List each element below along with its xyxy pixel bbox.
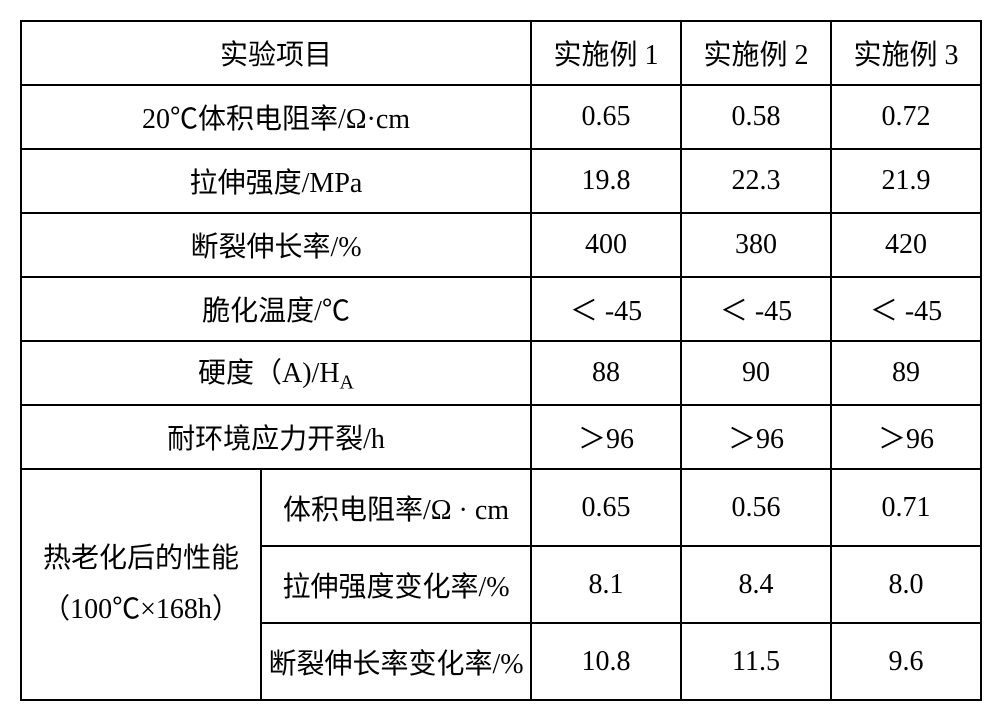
cell-value: 8.0 bbox=[831, 546, 981, 623]
aging-group-label: 热老化后的性能 （100℃×168h） bbox=[21, 469, 261, 700]
cell-value: 400 bbox=[531, 213, 681, 277]
cell-value: ＜ -45 bbox=[831, 277, 981, 341]
cell-value: 0.65 bbox=[531, 469, 681, 546]
table-row: 断裂伸长率/% 400 380 420 bbox=[21, 213, 981, 277]
cell-value: 11.5 bbox=[681, 623, 831, 700]
cell-value: ＞96 bbox=[831, 405, 981, 469]
cell-value: 0.58 bbox=[681, 85, 831, 149]
cell-value: ＞96 bbox=[681, 405, 831, 469]
aging-sub-label: 拉伸强度变化率/% bbox=[261, 546, 531, 623]
cell-value: ＜ -45 bbox=[531, 277, 681, 341]
aging-sub-label: 体积电阻率/Ω · cm bbox=[261, 469, 531, 546]
cell-value: 19.8 bbox=[531, 149, 681, 213]
cell-value: 8.1 bbox=[531, 546, 681, 623]
cell-value: 0.72 bbox=[831, 85, 981, 149]
header-col1: 实施例 1 bbox=[531, 21, 681, 85]
cell-value: 10.8 bbox=[531, 623, 681, 700]
row-label-hardness: 硬度（A)/HA bbox=[21, 341, 531, 405]
header-col2: 实施例 2 bbox=[681, 21, 831, 85]
table-row: 硬度（A)/HA 88 90 89 bbox=[21, 341, 981, 405]
label-subscript: A bbox=[340, 372, 354, 394]
cell-value: 8.4 bbox=[681, 546, 831, 623]
cell-value: 9.6 bbox=[831, 623, 981, 700]
cell-value: 90 bbox=[681, 341, 831, 405]
header-row: 实验项目 实施例 1 实施例 2 实施例 3 bbox=[21, 21, 981, 85]
table-row: 拉伸强度/MPa 19.8 22.3 21.9 bbox=[21, 149, 981, 213]
cell-value: 0.71 bbox=[831, 469, 981, 546]
aging-label-line2: （100℃×168h） bbox=[42, 594, 240, 625]
cell-value: ＞96 bbox=[531, 405, 681, 469]
cell-value: ＜ -45 bbox=[681, 277, 831, 341]
row-label: 脆化温度/℃ bbox=[21, 277, 531, 341]
table-row: 脆化温度/℃ ＜ -45 ＜ -45 ＜ -45 bbox=[21, 277, 981, 341]
cell-value: 0.56 bbox=[681, 469, 831, 546]
aging-sub-label: 断裂伸长率变化率/% bbox=[261, 623, 531, 700]
row-label: 拉伸强度/MPa bbox=[21, 149, 531, 213]
row-label: 耐环境应力开裂/h bbox=[21, 405, 531, 469]
properties-table: 实验项目 实施例 1 实施例 2 实施例 3 20℃体积电阻率/Ω·cm 0.6… bbox=[20, 20, 982, 701]
aging-label-line1: 热老化后的性能 bbox=[43, 543, 239, 574]
header-col3: 实施例 3 bbox=[831, 21, 981, 85]
table-row: 耐环境应力开裂/h ＞96 ＞96 ＞96 bbox=[21, 405, 981, 469]
cell-value: 380 bbox=[681, 213, 831, 277]
row-label: 断裂伸长率/% bbox=[21, 213, 531, 277]
cell-value: 22.3 bbox=[681, 149, 831, 213]
cell-value: 21.9 bbox=[831, 149, 981, 213]
cell-value: 89 bbox=[831, 341, 981, 405]
cell-value: 88 bbox=[531, 341, 681, 405]
label-prefix: 硬度（A)/H bbox=[198, 358, 340, 389]
table-row: 20℃体积电阻率/Ω·cm 0.65 0.58 0.72 bbox=[21, 85, 981, 149]
header-param: 实验项目 bbox=[21, 21, 531, 85]
row-label: 20℃体积电阻率/Ω·cm bbox=[21, 85, 531, 149]
table-row: 热老化后的性能（100℃×168h） 体积电阻率/Ω · cm 0.65 0.5… bbox=[21, 469, 981, 546]
cell-value: 420 bbox=[831, 213, 981, 277]
cell-value: 0.65 bbox=[531, 85, 681, 149]
